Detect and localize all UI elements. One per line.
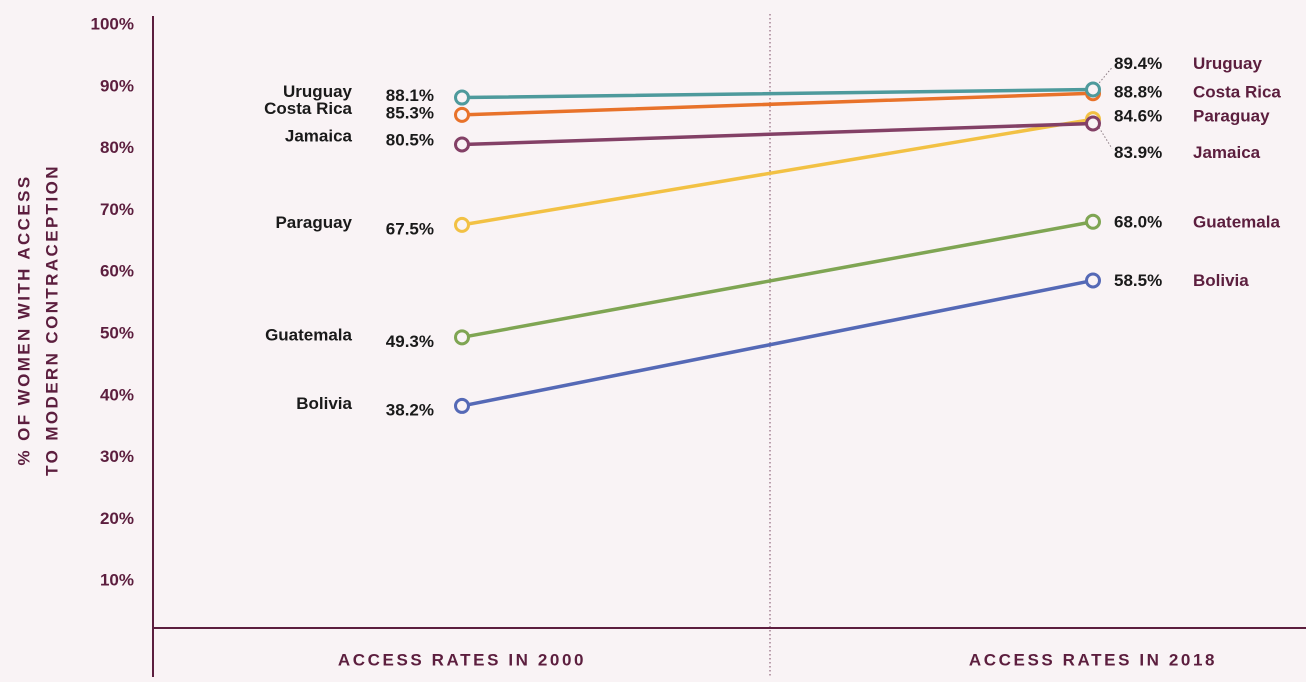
series-line [460, 121, 1095, 147]
series-name-end: Jamaica [1193, 143, 1261, 162]
data-label-start: 85.3% [386, 103, 434, 122]
data-label-end: 89.4% [1114, 54, 1162, 73]
y-axis-title-line: TO MODERN CONTRACEPTION [43, 164, 62, 476]
data-label-start: 80.5% [386, 131, 434, 150]
y-axis-title: % OF WOMEN WITH ACCESS TO MODERN CONTRACE… [15, 164, 62, 476]
y-tick-label: 100% [91, 15, 134, 34]
data-point [454, 89, 470, 106]
series-name-start: Paraguay [275, 213, 352, 232]
y-tick-label: 30% [100, 447, 134, 466]
data-labels: 88.1% Uruguay 89.4% Uruguay 85.3% Costa Rica 8… [264, 54, 1281, 419]
data-label-end: 83.9% [1114, 143, 1162, 162]
data-point [1085, 115, 1101, 132]
data-label-start: 49.3% [386, 332, 434, 351]
y-tick-label: 80% [100, 138, 134, 157]
data-label-start: 67.5% [386, 219, 434, 238]
series-line [460, 220, 1095, 340]
series-name-end: Guatemala [1193, 212, 1280, 231]
series-line [460, 278, 1095, 408]
y-tick-label: 70% [100, 200, 134, 219]
x-category-labels: ACCESS RATES IN 2000 ACCESS RATES IN 2018 [338, 651, 1217, 670]
data-label-end: 68.0% [1114, 212, 1162, 231]
data-label-end: 88.8% [1114, 82, 1162, 101]
y-tick-label: 20% [100, 509, 134, 528]
data-label-end: 84.6% [1114, 107, 1162, 126]
y-tick-label: 50% [100, 324, 134, 343]
series-layer [454, 81, 1101, 414]
series-name-start: Jamaica [285, 126, 353, 145]
series-name-end: Bolivia [1193, 271, 1249, 290]
x-category-label: ACCESS RATES IN 2000 [338, 651, 586, 670]
data-point [454, 397, 470, 414]
series-name-start: Uruguay [283, 82, 353, 101]
data-label-start: 88.1% [386, 86, 434, 105]
data-point [1085, 213, 1101, 230]
series-line [460, 91, 1095, 117]
y-tick-label: 40% [100, 385, 134, 404]
series-name-start: Guatemala [265, 325, 352, 344]
y-tick-label: 90% [100, 76, 134, 95]
series-name-start: Bolivia [296, 394, 352, 413]
data-point [1085, 272, 1101, 289]
label-leaders [1096, 67, 1113, 149]
data-point [1085, 81, 1101, 98]
data-label-start: 38.2% [386, 400, 434, 419]
data-point [454, 106, 470, 123]
label-leader-line [1096, 67, 1113, 86]
y-axis-title-line: % OF WOMEN WITH ACCESS [15, 174, 34, 465]
series-name-end: Paraguay [1193, 107, 1270, 126]
data-point [454, 216, 470, 233]
x-category-label: ACCESS RATES IN 2018 [969, 651, 1217, 670]
data-label-end: 58.5% [1114, 271, 1162, 290]
series-line [460, 117, 1095, 227]
series-name-start: Costa Rica [264, 99, 352, 118]
series-name-end: Costa Rica [1193, 82, 1281, 101]
data-point [454, 329, 470, 346]
y-tick-label: 60% [100, 262, 134, 281]
series-line [460, 87, 1095, 100]
data-point [454, 136, 470, 153]
y-tick-label: 10% [100, 571, 134, 590]
y-tick-labels: 100% 90% 80% 70% 60% 50% 40% 30% 20% 10% [91, 15, 134, 590]
series-name-end: Uruguay [1193, 54, 1263, 73]
label-leader-line [1098, 127, 1113, 149]
axes [152, 14, 1306, 677]
